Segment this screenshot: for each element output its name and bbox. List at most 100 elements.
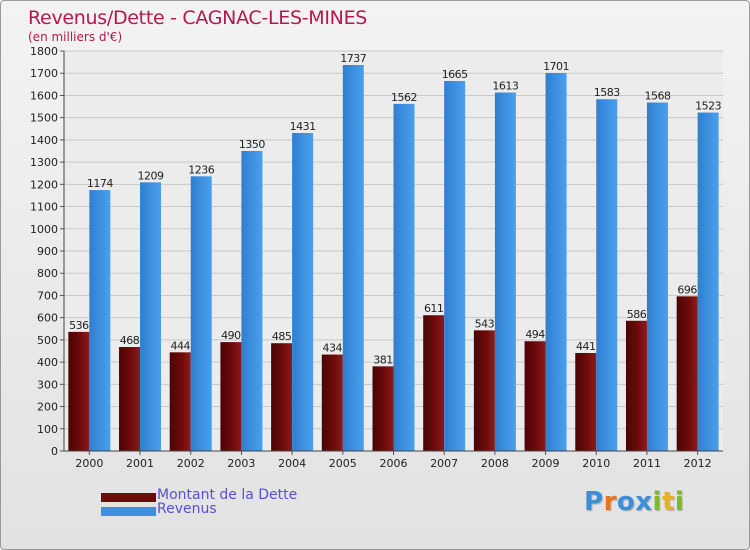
y-tick-label: 600 — [37, 312, 58, 325]
y-tick-label: 500 — [37, 334, 58, 347]
data-label-debt: 485 — [272, 330, 292, 343]
x-tick-label: 2002 — [177, 457, 205, 470]
chart-subtitle: (en milliers d'€) — [28, 30, 123, 44]
data-label-debt: 696 — [677, 283, 697, 296]
bar-debt — [575, 353, 597, 451]
x-tick-label: 2007 — [430, 457, 458, 470]
x-tick-label: 2006 — [380, 457, 408, 470]
x-tick-label: 2008 — [481, 457, 509, 470]
logo-letter: i — [674, 487, 685, 517]
bar-revenue — [596, 99, 618, 451]
bar-debt — [625, 320, 647, 451]
x-tick-label: 2003 — [227, 457, 255, 470]
data-label-revenue: 1431 — [290, 120, 316, 133]
y-tick-label: 1700 — [30, 67, 58, 80]
y-tick-label: 300 — [37, 378, 58, 391]
bar-debt — [473, 330, 495, 451]
y-tick-label: 0 — [51, 445, 58, 458]
legend-swatch-debt — [101, 493, 156, 502]
data-label-debt: 434 — [323, 342, 343, 355]
data-label-revenue: 1209 — [138, 169, 164, 182]
data-label-revenue: 1701 — [543, 60, 569, 73]
x-tick-label: 2012 — [684, 457, 712, 470]
data-label-debt: 586 — [627, 308, 647, 321]
bar-revenue — [140, 182, 162, 452]
y-tick-label: 400 — [37, 356, 58, 369]
bar-revenue — [646, 102, 668, 452]
y-tick-label: 1400 — [30, 134, 58, 147]
data-label-debt: 441 — [576, 340, 596, 353]
y-tick-label: 800 — [37, 267, 58, 280]
bar-debt — [524, 341, 546, 451]
x-tick-label: 2005 — [329, 457, 357, 470]
data-label-revenue: 1350 — [239, 138, 265, 151]
data-label-revenue: 1523 — [695, 100, 721, 113]
y-tick-label: 1100 — [30, 201, 58, 214]
logo-letter: P — [584, 487, 604, 517]
y-tick-label: 900 — [37, 245, 58, 258]
bar-debt — [271, 343, 293, 451]
y-tick-label: 1800 — [30, 45, 58, 58]
y-tick-label: 1000 — [30, 223, 58, 236]
y-tick-label: 100 — [37, 423, 58, 436]
data-label-debt: 611 — [424, 302, 444, 315]
bar-revenue — [89, 190, 111, 451]
y-tick-label: 1500 — [30, 112, 58, 125]
logo-letter: t — [661, 487, 675, 517]
bar-debt — [372, 366, 394, 451]
legend-swatch-revenue — [101, 507, 156, 516]
y-tick-label: 1200 — [30, 178, 58, 191]
data-label-debt: 444 — [170, 339, 190, 352]
x-tick-label: 2004 — [278, 457, 306, 470]
legend-label-debt: Montant de la Dette — [157, 487, 298, 503]
data-label-debt: 494 — [525, 328, 545, 341]
bar-revenue — [241, 151, 263, 451]
x-tick-label: 2000 — [75, 457, 103, 470]
bar-revenue — [697, 112, 719, 452]
bar-revenue — [444, 81, 466, 451]
data-label-debt: 490 — [221, 329, 241, 342]
x-tick-label: 2010 — [582, 457, 610, 470]
data-label-revenue: 1583 — [594, 86, 620, 99]
bar-debt — [676, 296, 698, 451]
y-tick-label: 200 — [37, 401, 58, 414]
data-label-revenue: 1568 — [644, 90, 670, 103]
data-label-debt: 468 — [120, 334, 140, 347]
y-tick-label: 700 — [37, 289, 58, 302]
data-label-revenue: 1174 — [87, 177, 113, 190]
chart-title: Revenus/Dette - CAGNAC-LES-MINES — [28, 7, 368, 29]
logo-letter: r — [603, 487, 617, 517]
data-label-revenue: 1562 — [391, 91, 417, 104]
bar-debt — [321, 354, 343, 451]
data-label-debt: 381 — [373, 353, 393, 366]
data-label-revenue: 1665 — [442, 68, 468, 81]
data-label-revenue: 1613 — [492, 80, 518, 93]
bar-debt — [119, 347, 141, 451]
bar-debt — [220, 342, 242, 451]
bar-revenue — [545, 73, 567, 451]
data-label-revenue: 1236 — [188, 163, 214, 176]
bar-debt — [68, 331, 90, 451]
proxiti-logo: Proxiti — [584, 487, 684, 517]
x-tick-label: 2011 — [633, 457, 661, 470]
data-label-debt: 543 — [475, 317, 495, 330]
x-tick-label: 2001 — [126, 457, 154, 470]
data-label-debt: 536 — [69, 319, 89, 332]
legend-label-revenue: Revenus — [157, 501, 217, 517]
logo-letter: o — [616, 487, 636, 517]
x-tick-label: 2009 — [532, 457, 560, 470]
bar-revenue — [292, 133, 314, 451]
data-label-revenue: 1737 — [340, 52, 366, 65]
bar-revenue — [494, 92, 516, 452]
bar-revenue — [342, 65, 364, 451]
y-tick-label: 1300 — [30, 156, 58, 169]
logo-letter: x — [635, 487, 653, 517]
logo-letter: i — [652, 487, 662, 517]
y-tick-label: 1600 — [30, 89, 58, 102]
bar-debt — [169, 352, 191, 451]
bar-debt — [423, 315, 445, 451]
bar-revenue — [190, 176, 212, 452]
bar-revenue — [393, 103, 415, 451]
